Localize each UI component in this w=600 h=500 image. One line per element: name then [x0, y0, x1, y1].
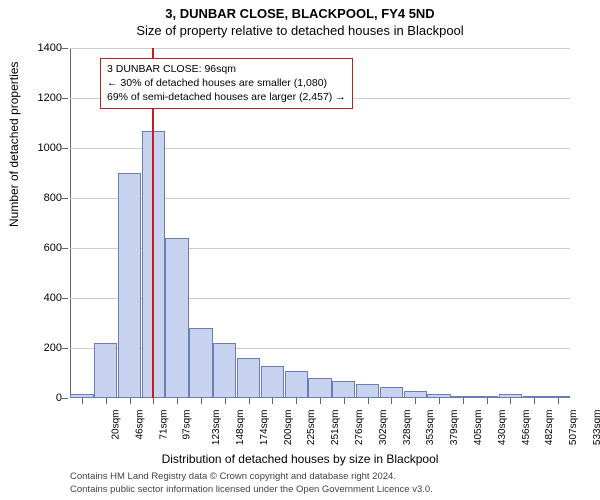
- y-tick-label: 200: [44, 342, 62, 354]
- x-tick: [296, 398, 297, 404]
- x-tick-label: 430sqm: [497, 410, 508, 446]
- x-tick-label: 533sqm: [592, 410, 600, 446]
- y-axis-label: Number of detached properties: [7, 62, 21, 227]
- x-tick: [487, 398, 488, 404]
- x-axis-label: Distribution of detached houses by size …: [0, 452, 600, 466]
- y-tick: [62, 398, 68, 399]
- x-tick-label: 148sqm: [235, 410, 246, 446]
- x-tick: [391, 398, 392, 404]
- x-tick-label: 405sqm: [473, 410, 484, 446]
- x-tick-label: 276sqm: [354, 410, 365, 446]
- info-box-line1: 3 DUNBAR CLOSE: 96sqm: [107, 62, 346, 76]
- histogram-bar: [237, 358, 260, 398]
- histogram-bar: [356, 384, 379, 398]
- x-tick: [344, 398, 345, 404]
- x-tick-label: 456sqm: [521, 410, 532, 446]
- histogram-bar: [165, 238, 188, 398]
- grid-line: [70, 48, 570, 49]
- histogram-bar: [380, 387, 403, 398]
- y-tick-label: 600: [44, 242, 62, 254]
- y-tick-label: 800: [44, 192, 62, 204]
- x-tick: [130, 398, 131, 404]
- x-tick-label: 20sqm: [110, 410, 121, 440]
- x-tick: [201, 398, 202, 404]
- x-tick: [439, 398, 440, 404]
- y-tick: [62, 198, 68, 199]
- x-tick: [106, 398, 107, 404]
- y-tick: [62, 148, 68, 149]
- x-tick-label: 71sqm: [158, 410, 169, 440]
- x-tick-label: 123sqm: [211, 410, 222, 446]
- y-tick-label: 1000: [38, 142, 62, 154]
- x-tick-label: 353sqm: [426, 410, 437, 446]
- y-axis-line: [70, 48, 71, 398]
- footer-line1: Contains HM Land Registry data © Crown c…: [70, 471, 433, 483]
- histogram-bar: [404, 391, 427, 399]
- x-tick: [177, 398, 178, 404]
- chart-title-line1: 3, DUNBAR CLOSE, BLACKPOOL, FY4 5ND: [0, 0, 600, 21]
- info-box-line3: 69% of semi-detached houses are larger (…: [107, 90, 346, 104]
- y-tick: [62, 98, 68, 99]
- x-tick: [272, 398, 273, 404]
- footer-line2: Contains public sector information licen…: [70, 484, 433, 496]
- x-tick: [82, 398, 83, 404]
- y-tick: [62, 298, 68, 299]
- y-tick-label: 1400: [38, 42, 62, 54]
- y-tick-label: 0: [56, 392, 62, 404]
- x-tick: [558, 398, 559, 404]
- property-info-box: 3 DUNBAR CLOSE: 96sqm← 30% of detached h…: [100, 58, 353, 109]
- x-tick-label: 482sqm: [545, 410, 556, 446]
- x-tick: [534, 398, 535, 404]
- info-box-line2: ← 30% of detached houses are smaller (1,…: [107, 76, 346, 90]
- histogram-bar: [308, 378, 331, 398]
- x-tick-label: 225sqm: [306, 410, 317, 446]
- y-tick: [62, 348, 68, 349]
- histogram-bar: [332, 381, 355, 399]
- x-tick-label: 174sqm: [259, 410, 270, 446]
- x-tick: [368, 398, 369, 404]
- x-tick: [463, 398, 464, 404]
- chart-container: 3, DUNBAR CLOSE, BLACKPOOL, FY4 5ND Size…: [0, 0, 600, 500]
- histogram-bar: [285, 371, 308, 399]
- y-tick: [62, 248, 68, 249]
- x-tick-label: 251sqm: [330, 410, 341, 446]
- x-tick: [249, 398, 250, 404]
- x-tick-label: 200sqm: [283, 410, 294, 446]
- x-tick-label: 379sqm: [449, 410, 460, 446]
- histogram-bar: [94, 343, 117, 398]
- histogram-bar: [189, 328, 212, 398]
- x-tick-label: 507sqm: [568, 410, 579, 446]
- histogram-bar: [261, 366, 284, 399]
- x-tick: [153, 398, 154, 404]
- footer-attribution: Contains HM Land Registry data © Crown c…: [70, 471, 433, 496]
- x-tick-label: 46sqm: [134, 410, 145, 440]
- chart-title-line2: Size of property relative to detached ho…: [0, 21, 600, 38]
- x-tick: [320, 398, 321, 404]
- y-tick-label: 400: [44, 292, 62, 304]
- x-tick: [225, 398, 226, 404]
- x-tick: [510, 398, 511, 404]
- histogram-bar: [213, 343, 236, 398]
- x-tick-label: 302sqm: [378, 410, 389, 446]
- x-tick: [415, 398, 416, 404]
- x-tick-label: 97sqm: [182, 410, 193, 440]
- y-tick: [62, 48, 68, 49]
- histogram-bar: [118, 173, 141, 398]
- x-tick-label: 328sqm: [402, 410, 413, 446]
- y-tick-label: 1200: [38, 92, 62, 104]
